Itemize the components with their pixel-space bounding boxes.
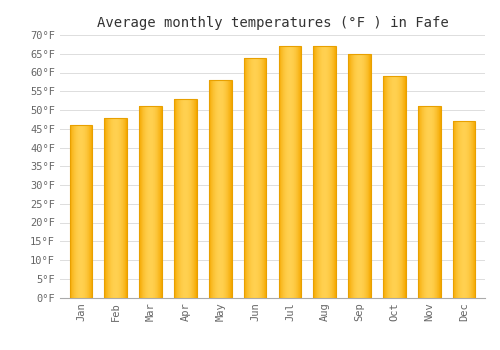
- Bar: [453, 121, 475, 298]
- Bar: [418, 106, 440, 298]
- Bar: [348, 54, 371, 298]
- Bar: [70, 125, 92, 298]
- Bar: [174, 99, 197, 298]
- Bar: [209, 80, 232, 298]
- Bar: [314, 46, 336, 298]
- Title: Average monthly temperatures (°F ) in Fafe: Average monthly temperatures (°F ) in Fa…: [96, 16, 448, 30]
- Bar: [244, 57, 266, 298]
- Bar: [278, 46, 301, 298]
- Bar: [140, 106, 162, 298]
- Bar: [383, 76, 406, 298]
- Bar: [104, 118, 127, 298]
